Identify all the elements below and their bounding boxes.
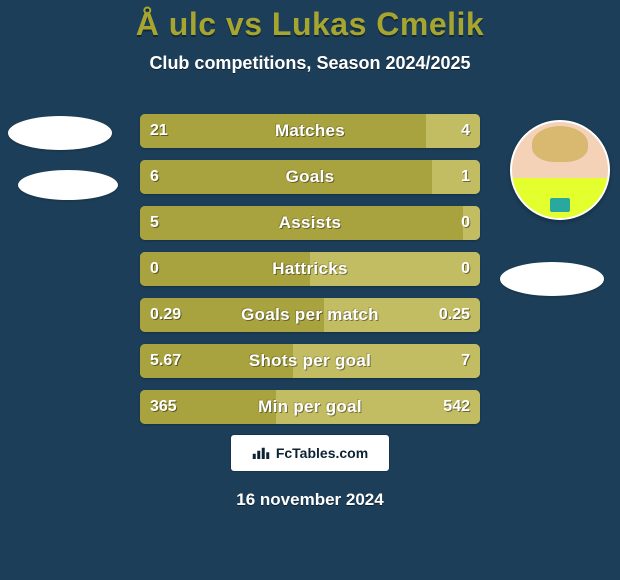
stat-fill-left xyxy=(140,252,310,286)
stat-fill-left xyxy=(140,344,293,378)
stat-row: 50Assists xyxy=(140,206,480,240)
comparison-card: Å ulc vs Lukas Cmelik Club competitions,… xyxy=(0,0,620,580)
avatar-badge-placeholder xyxy=(550,198,570,212)
flag-left-primary xyxy=(8,116,112,150)
flag-left-secondary xyxy=(18,170,118,200)
stat-fill-right xyxy=(293,344,480,378)
stat-fill-right xyxy=(324,298,480,332)
flag-right xyxy=(500,262,604,296)
stat-fill-left xyxy=(140,160,432,194)
stage: 214Matches 61Goals 50Assists 00Hattricks 0.2… xyxy=(0,74,620,580)
stat-row: 214Matches xyxy=(140,114,480,148)
source-logo-text: FcTables.com xyxy=(276,445,368,461)
stat-fill-left xyxy=(140,114,426,148)
stat-fill-left xyxy=(140,390,276,424)
avatar-hair-placeholder xyxy=(532,126,588,162)
stat-row: 0.290.25Goals per match xyxy=(140,298,480,332)
stat-row: 61Goals xyxy=(140,160,480,194)
bar-chart-icon xyxy=(252,446,270,460)
avatar-right xyxy=(510,120,610,220)
stat-row: 00Hattricks xyxy=(140,252,480,286)
stat-row: 5.677Shots per goal xyxy=(140,344,480,378)
page-title: Å ulc vs Lukas Cmelik xyxy=(136,6,484,43)
stat-fill-right xyxy=(426,114,480,148)
stat-fill-right xyxy=(463,206,480,240)
stat-fill-right xyxy=(310,252,480,286)
source-logo: FcTables.com xyxy=(230,434,390,472)
stat-fill-left xyxy=(140,298,324,332)
stat-fill-left xyxy=(140,206,463,240)
snapshot-date: 16 november 2024 xyxy=(0,490,620,510)
stat-row: 365542Min per goal xyxy=(140,390,480,424)
stat-fill-right xyxy=(432,160,480,194)
subtitle: Club competitions, Season 2024/2025 xyxy=(149,53,470,74)
stat-fill-right xyxy=(276,390,480,424)
stat-rows: 214Matches 61Goals 50Assists 00Hattricks 0.2… xyxy=(140,114,480,424)
